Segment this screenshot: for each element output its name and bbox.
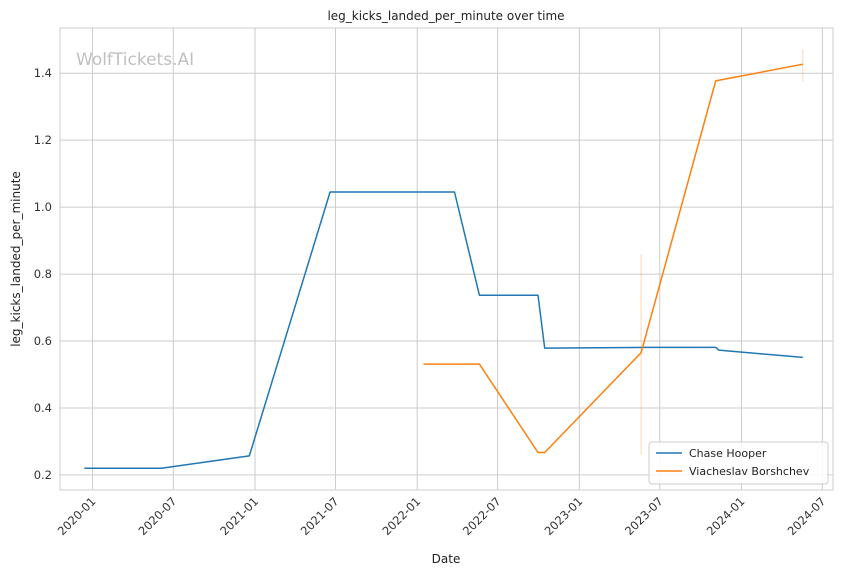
y-tick-label: 1.2 — [34, 133, 52, 147]
chart-title: leg_kicks_landed_per_minute over time — [327, 9, 564, 23]
x-axis-label: Date — [432, 552, 461, 566]
x-tick-label: 2024-07 — [785, 494, 829, 538]
x-tick-label: 2022-01 — [379, 494, 423, 538]
plot-area — [59, 27, 834, 491]
x-tick-label: 2021-01 — [217, 494, 261, 538]
y-tick-label: 0.2 — [34, 468, 52, 482]
x-tick-label: 2022-07 — [460, 494, 504, 538]
grid — [60, 28, 833, 490]
y-tick-label: 1.0 — [34, 200, 52, 214]
y-axis-label: leg_kicks_landed_per_minute — [9, 171, 23, 347]
x-tick-label: 2023-01 — [542, 494, 586, 538]
y-tick-label: 1.4 — [34, 66, 52, 80]
series-line-1 — [84, 191, 803, 469]
series-line-2 — [423, 63, 803, 454]
legend-label-1: Chase Hooper — [689, 447, 767, 460]
x-tick-label: 2024-01 — [704, 494, 748, 538]
legend-box — [648, 441, 829, 485]
y-tick-label: 0.6 — [34, 334, 52, 348]
x-tick-label: 2023-07 — [622, 494, 666, 538]
x-tick-label: 2021-07 — [298, 494, 342, 538]
series-lines — [84, 63, 803, 469]
y-axis-ticks: 0.2 0.4 0.6 0.8 1.0 1.2 1.4 — [34, 66, 52, 482]
watermark: WolfTickets.AI — [76, 50, 194, 70]
legend-label-2: Viacheslav Borshchev — [689, 465, 810, 478]
uncertainty-marks — [640, 49, 804, 455]
legend: Chase Hooper Viacheslav Borshchev — [648, 441, 829, 485]
x-tick-label: 2020-01 — [55, 494, 99, 538]
y-tick-label: 0.4 — [34, 401, 52, 415]
y-tick-label: 0.8 — [34, 267, 52, 281]
x-axis-ticks: 2020-01 2020-07 2021-01 2021-07 2022-01 2022-… — [55, 494, 829, 538]
x-tick-label: 2020-07 — [136, 494, 180, 538]
